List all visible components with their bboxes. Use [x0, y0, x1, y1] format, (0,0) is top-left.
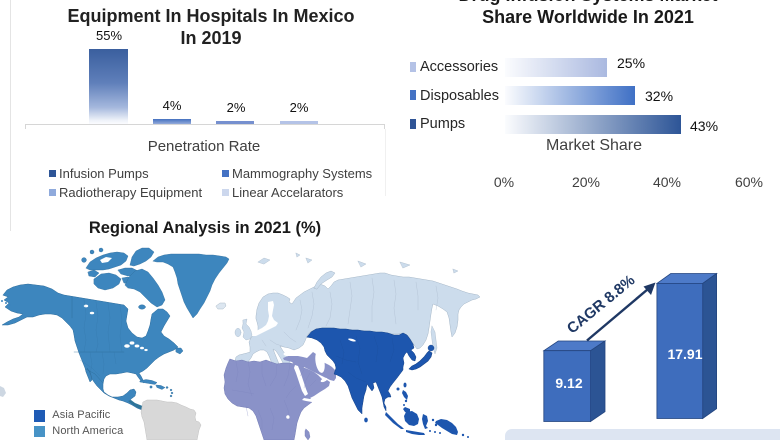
svg-text:17.91: 17.91 [667, 346, 702, 362]
svg-text:9.12: 9.12 [555, 375, 582, 391]
